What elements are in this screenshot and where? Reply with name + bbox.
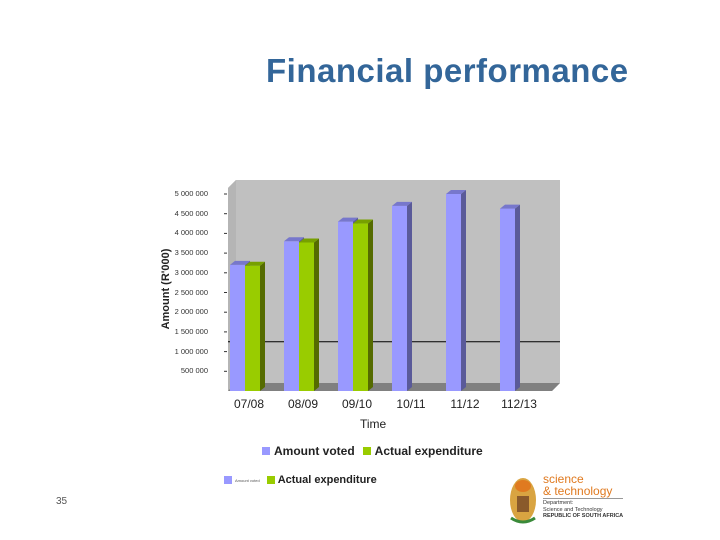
bar — [230, 264, 245, 391]
bar — [392, 205, 407, 391]
slide-title: Financial performance — [266, 52, 629, 89]
y-tick-label: 2 000 000 — [174, 307, 208, 317]
page-number: 35 — [56, 496, 68, 507]
bar — [353, 223, 368, 391]
y-tick-label: 3 500 000 — [174, 248, 208, 258]
x-tick-label: 10/11 — [396, 397, 426, 411]
y-tick-label: 1 000 000 — [174, 346, 208, 356]
logo-line-department: Department: — [543, 500, 574, 506]
x-tick-label: 07/08 — [233, 397, 265, 411]
bar — [446, 194, 461, 391]
legend2-label-amount-voted: Amount voted — [235, 477, 260, 483]
legend-swatch-amount-voted — [262, 447, 270, 455]
bar — [245, 265, 260, 391]
bar — [284, 241, 299, 391]
logo-line-technology: & technology — [543, 484, 613, 498]
x-tick-label: 08/09 — [287, 397, 319, 411]
x-tick-label: 09/10 — [341, 397, 373, 411]
logo-department: Department: Science and Technology REPUB… — [543, 500, 623, 520]
bar — [338, 221, 353, 391]
logo-brand: science & technology — [543, 473, 612, 497]
x-tick-label: 112/13 — [501, 397, 537, 411]
coat-of-arms-icon — [510, 478, 536, 524]
y-tick-label: 3 000 000 — [174, 267, 208, 277]
bar — [299, 242, 314, 391]
y-tick-label: 2 500 000 — [174, 287, 208, 297]
x-tick-label: 11/12 — [450, 397, 480, 411]
legend-label-amount-voted: Amount voted — [274, 444, 355, 458]
x-axis-label: Time — [360, 417, 387, 431]
y-tick-label: 5 000 000 — [174, 189, 208, 198]
y-axis-label: Amount (R'000) — [160, 248, 172, 330]
secondary-legend: Amount voted Actual expenditure — [224, 474, 377, 486]
logo-line-country: REPUBLIC OF SOUTH AFRICA — [543, 513, 624, 519]
y-tick-label: 4 500 000 — [174, 208, 208, 218]
chart-legend: Amount voted Actual expenditure — [262, 444, 483, 458]
logo-divider — [543, 498, 623, 499]
y-tick-label: 4 000 000 — [174, 228, 208, 238]
bar — [500, 208, 515, 391]
legend2-label-actual-expenditure: Actual expenditure — [277, 474, 377, 486]
y-tick-label: 1 500 000 — [174, 326, 208, 336]
logo-line-dept-name: Science and Technology — [543, 506, 603, 513]
legend-label-actual-expenditure: Actual expenditure — [374, 444, 483, 458]
legend2-swatch-amount-voted — [224, 476, 232, 484]
legend2-swatch-actual-expenditure — [266, 476, 275, 484]
legend-swatch-actual-expenditure — [362, 447, 371, 455]
logo-line-science: science — [543, 472, 584, 486]
y-tick-label: 500 000 — [180, 366, 208, 376]
